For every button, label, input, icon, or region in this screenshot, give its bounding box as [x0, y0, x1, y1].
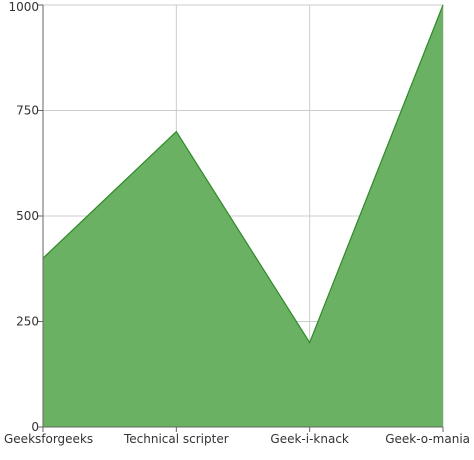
x-tick-label-3: Geek-o-mania — [385, 432, 470, 446]
y-tick-label-0: 0 — [31, 420, 39, 434]
x-tick-label-1: Technical scripter — [123, 432, 229, 446]
x-tick-label-2: Geek-i-knack — [270, 432, 349, 446]
series-area — [42, 4, 444, 427]
series-area-fill-0 — [43, 5, 443, 427]
series-line-0 — [42, 4, 444, 344]
y-tick-label-4: 1000 — [8, 0, 39, 14]
y-tick-label-1: 250 — [16, 315, 39, 329]
x-tick-label-0: Geeksforgeeks — [4, 432, 93, 446]
y-tick-label-3: 750 — [16, 104, 39, 118]
y-tick-labels: 0 250 500 750 1000 — [8, 0, 39, 434]
y-tick-label-2: 500 — [16, 209, 39, 223]
axes — [38, 4, 444, 432]
x-tick-labels: Geeksforgeeks Technical scripter Geek-i-kn… — [4, 432, 470, 446]
